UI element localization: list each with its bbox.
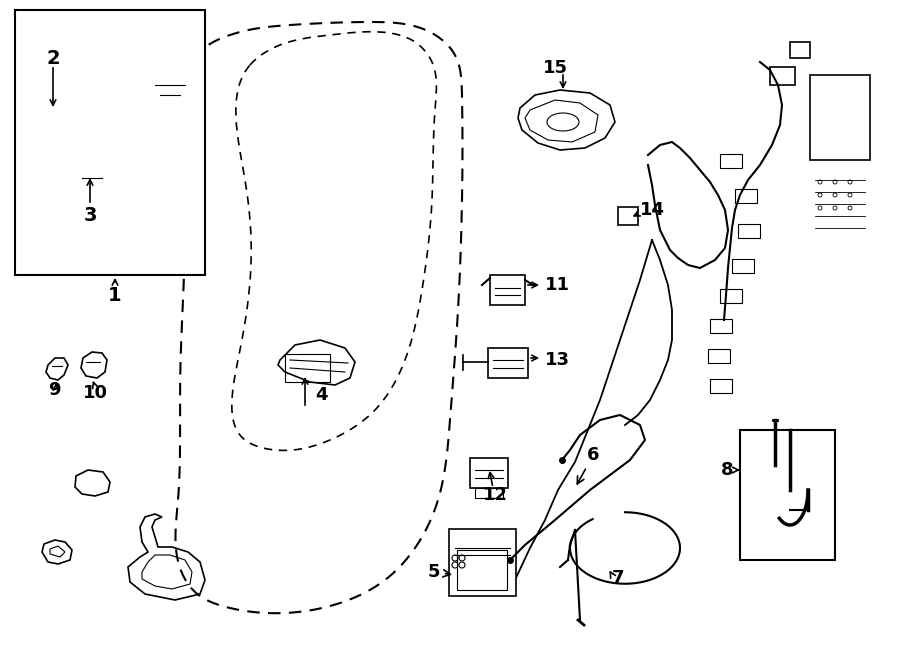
Bar (470, 458, 508, 488)
Bar (488, 348, 528, 378)
Bar (457, 550, 507, 590)
Text: 7: 7 (612, 569, 625, 587)
Bar (732, 259, 754, 273)
Bar (770, 67, 795, 85)
Bar (285, 354, 330, 382)
Text: 6: 6 (577, 446, 599, 484)
FancyBboxPatch shape (449, 529, 516, 596)
Text: 15: 15 (543, 59, 568, 77)
Bar (720, 289, 742, 303)
Bar (710, 379, 732, 393)
Bar (720, 154, 742, 168)
Bar (738, 224, 760, 238)
Text: 1: 1 (108, 285, 122, 305)
Text: 8: 8 (720, 461, 733, 479)
Text: 12: 12 (482, 486, 508, 504)
Bar (708, 349, 730, 363)
Text: 2: 2 (46, 48, 59, 68)
Text: 5: 5 (428, 563, 450, 581)
Text: 3: 3 (84, 205, 97, 224)
Bar (618, 207, 638, 225)
Text: 14: 14 (640, 201, 665, 219)
Bar (475, 488, 503, 498)
Text: 9: 9 (48, 381, 60, 399)
Bar (15, 10, 205, 275)
Text: 10: 10 (83, 384, 107, 402)
Bar (810, 75, 870, 160)
Bar (710, 319, 732, 333)
Text: 11: 11 (545, 276, 570, 294)
Text: 4: 4 (315, 386, 328, 404)
Bar (740, 430, 835, 560)
Text: 13: 13 (545, 351, 570, 369)
Bar (490, 275, 525, 305)
Bar (790, 42, 810, 58)
Bar (735, 189, 757, 203)
